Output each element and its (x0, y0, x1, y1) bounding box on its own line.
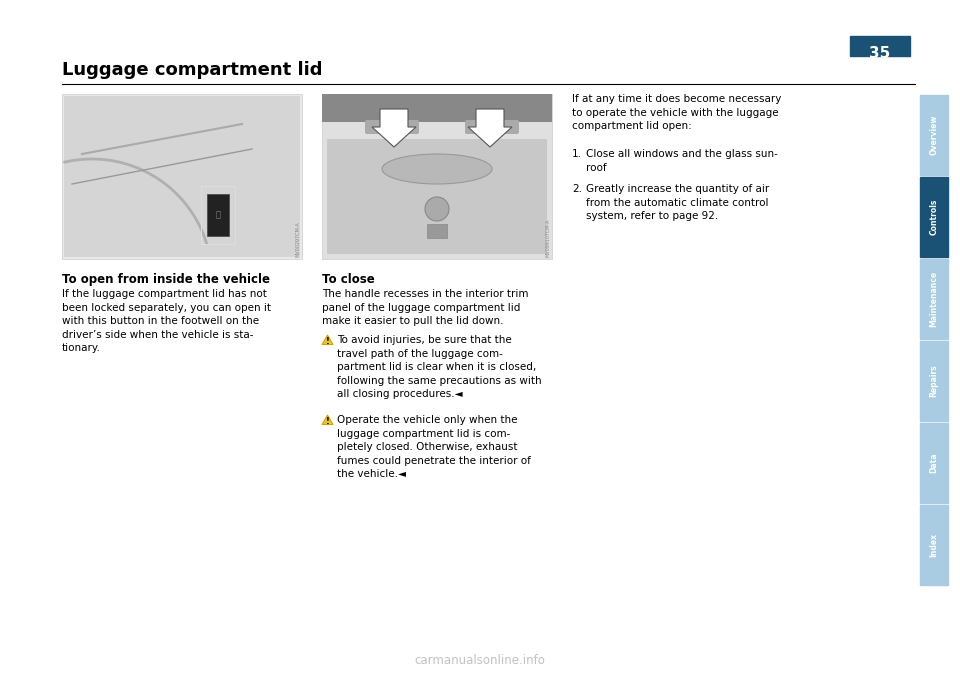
Bar (427, 224, 447, 238)
Text: 35: 35 (870, 47, 891, 62)
Text: To open from inside the vehicle: To open from inside the vehicle (62, 273, 270, 286)
Text: The handle recesses in the interior trim
panel of the luggage compartment lid
ma: The handle recesses in the interior trim… (322, 289, 529, 326)
Text: Greatly increase the quantity of air
from the automatic climate control
system, : Greatly increase the quantity of air fro… (586, 184, 769, 221)
Polygon shape (468, 109, 512, 147)
Ellipse shape (382, 154, 492, 184)
Text: 1.: 1. (572, 149, 582, 159)
Text: Maintenance: Maintenance (929, 271, 939, 327)
Text: 2.: 2. (572, 184, 582, 194)
Text: carmanualsonline.info: carmanualsonline.info (415, 654, 545, 666)
Bar (64, 96, 300, 257)
Bar (920, 259, 948, 339)
Polygon shape (372, 109, 416, 147)
Bar (920, 95, 948, 175)
Bar (920, 341, 948, 421)
Text: To avoid injuries, be sure that the
travel path of the luggage com-
partment lid: To avoid injuries, be sure that the trav… (337, 335, 541, 399)
Text: !: ! (325, 417, 329, 426)
FancyBboxPatch shape (365, 120, 419, 134)
Text: !: ! (325, 337, 329, 346)
Bar (62, 94, 302, 259)
Text: Data: Data (929, 453, 939, 473)
Bar (920, 505, 948, 585)
Bar (322, 94, 552, 259)
Bar (322, 94, 552, 122)
Text: Operate the vehicle only when the
luggage compartment lid is com-
pletely closed: Operate the vehicle only when the luggag… (337, 415, 531, 479)
Polygon shape (322, 335, 333, 344)
Polygon shape (322, 415, 333, 424)
FancyBboxPatch shape (465, 120, 519, 134)
Text: MV00297CM-A: MV00297CM-A (295, 221, 300, 257)
Text: MV09910TCM-A: MV09910TCM-A (545, 218, 550, 257)
Bar (920, 423, 948, 503)
Text: If the luggage compartment lid has not
been locked separately, you can open it
w: If the luggage compartment lid has not b… (62, 289, 271, 353)
Text: Index: Index (929, 533, 939, 557)
Bar (201, 186, 235, 244)
Bar (327, 139, 547, 254)
Text: Repairs: Repairs (929, 365, 939, 397)
Text: Luggage compartment lid: Luggage compartment lid (62, 61, 323, 79)
Text: Controls: Controls (929, 199, 939, 235)
Bar (920, 177, 948, 257)
Bar (850, 36, 910, 56)
Bar (207, 194, 229, 236)
Text: To close: To close (322, 273, 374, 286)
Circle shape (425, 197, 449, 221)
Text: If at any time it does become necessary
to operate the vehicle with the luggage
: If at any time it does become necessary … (572, 94, 781, 132)
Text: ⚿: ⚿ (215, 210, 221, 220)
Text: Close all windows and the glass sun-
roof: Close all windows and the glass sun- roo… (586, 149, 778, 173)
Text: Overview: Overview (929, 115, 939, 155)
